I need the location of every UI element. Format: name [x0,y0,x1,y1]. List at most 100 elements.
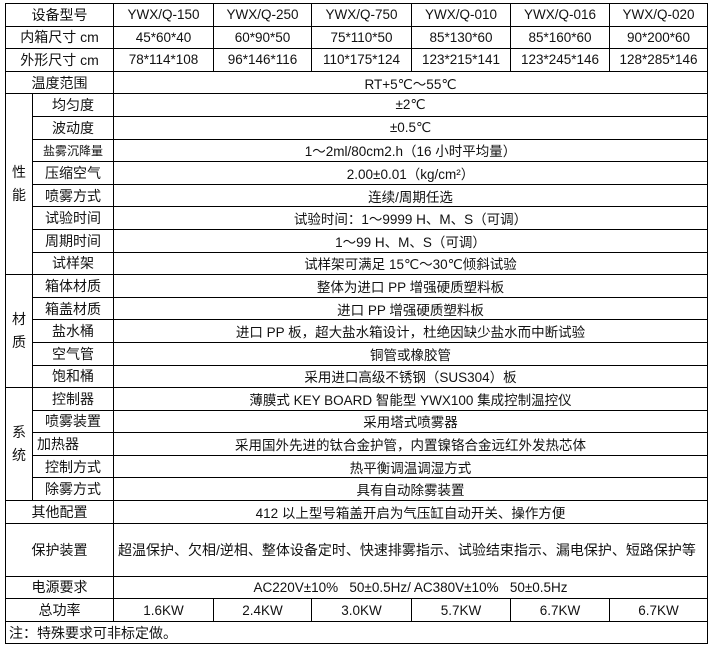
temperature-range-row: 温度范围 RT+5℃～55℃ [5,70,708,95]
model-cell: YWX/Q-010 [411,3,511,27]
outer-size-cell: 110*175*124 [311,48,412,72]
spec-value: 热平衡调温调湿方式 [113,454,708,479]
spec-row: 喷雾方式 连续/周期任选 [6,183,708,208]
temperature-range-label: 温度范围 [5,70,114,95]
spec-label: 控制器 [32,387,114,411]
spec-value: ±2℃ [113,93,708,117]
spec-row: 加热器 采用国外先进的钛合金护管，内置镍铬合金远红外发热芯体 [6,432,708,456]
material-group-label: 材质 [5,274,33,389]
spec-value: 具有自动除雾装置 [113,477,708,502]
spec-label: 周期时间 [32,228,114,253]
system-group-label: 系统 [5,387,33,502]
inner-size-cell: 85*130*60 [411,25,511,50]
model-row: 设备型号 YWX/Q-150 YWX/Q-250 YWX/Q-750 YWX/Q… [5,3,708,27]
spec-row: 控制方式 热平衡调温调湿方式 [6,454,708,479]
spec-value: 进口 PP 板，超大盐水箱设计，杜绝因缺少盐水而中断试验 [113,319,708,343]
spec-value: 2.00±0.01（kg/cm²） [113,161,708,185]
protection-value: 超温保护、欠相/逆相、整体设备定时、快速排雾指示、试验结束指示、漏电保护、短路保… [113,522,708,577]
spec-label: 波动度 [32,115,114,140]
spec-label: 压缩空气 [32,161,114,185]
note-row: 注：特殊要求可非标定做。 [5,620,708,645]
spec-value: 薄膜式 KEY BOARD 智能型 YWX100 集成控制温控仪 [113,387,708,411]
outer-size-cell: 123*215*141 [411,48,511,72]
spec-label: 试样架 [32,251,114,276]
total-power-cell: 6.7KW [609,598,708,622]
spec-label: 箱体材质 [32,274,114,298]
total-power-cell: 2.4KW [213,598,312,622]
spec-row: 盐雾沉降量 1～2ml/80cm2.h（16 小时平均量） [6,138,708,163]
model-cell: YWX/Q-750 [311,3,412,27]
spec-value: 1～2ml/80cm2.h（16 小时平均量） [113,138,708,163]
spec-row: 系统 控制器 薄膜式 KEY BOARD 智能型 YWX100 集成控制温控仪 [5,387,708,502]
spec-row: 性能 均匀度 ±2℃ [5,93,708,276]
spec-label: 均匀度 [32,93,114,117]
spec-label: 除雾方式 [32,477,114,502]
spec-row: 周期时间 1～99 H、M、S（可调） [6,228,708,253]
model-cell: YWX/Q-020 [609,3,708,27]
temperature-range-value: RT+5℃～55℃ [113,70,708,95]
spec-value: 整体为进口 PP 增强硬质塑料板 [113,274,708,298]
spec-label: 加热器 [32,432,114,456]
power-supply-value: AC220V±10% 50±0.5Hz/ AC380V±10% 50±0.5Hz [113,575,708,600]
inner-size-cell: 75*110*50 [311,25,412,50]
spec-row: 试验时间 试验时间：1～9999 H、M、S（可调） [6,206,708,230]
total-power-cell: 6.7KW [510,598,610,622]
total-power-cell: 3.0KW [311,598,412,622]
spec-row: 波动度 ±0.5℃ [6,115,708,140]
spec-row: 箱盖材质 进口 PP 增强硬质塑料板 [6,296,708,321]
spec-row: 盐水桶 进口 PP 板，超大盐水箱设计，杜绝因缺少盐水而中断试验 [6,319,708,343]
model-cell: YWX/Q-150 [113,3,214,27]
inner-size-label: 内箱尺寸 cm [5,25,114,50]
inner-size-row: 内箱尺寸 cm 45*60*40 60*90*50 75*110*50 85*1… [5,25,708,50]
outer-size-cell: 123*245*146 [510,48,610,72]
note: 注：特殊要求可非标定做。 [5,620,708,645]
protection-label: 保护装置 [5,522,114,577]
spec-value: 铜管或橡胶管 [113,341,708,366]
total-power-row: 总功率 1.6KW 2.4KW 3.0KW 5.7KW 6.7KW 6.7KW [5,598,708,622]
model-cell: YWX/Q-016 [510,3,610,27]
spec-value: 试样架可满足 15℃～30℃倾斜试验 [113,251,708,276]
spec-label: 喷雾方式 [32,183,114,208]
spec-value: 采用国外先进的钛合金护管，内置镍铬合金远红外发热芯体 [113,432,708,456]
spec-value: 进口 PP 增强硬质塑料板 [113,296,708,321]
outer-size-cell: 78*114*108 [113,48,214,72]
protection-row: 保护装置 超温保护、欠相/逆相、整体设备定时、快速排雾指示、试验结束指示、漏电保… [5,522,708,577]
other-config-row: 其他配置 412 以上型号箱盖开启为气压缸自动开关、操作方便 [5,500,708,524]
outer-size-cell: 96*146*116 [213,48,312,72]
inner-size-cell: 90*200*60 [609,25,708,50]
performance-group-label: 性能 [5,93,33,276]
power-supply-row: 电源要求 AC220V±10% 50±0.5Hz/ AC380V±10% 50±… [5,575,708,600]
spec-row: 喷雾装置 采用塔式喷雾器 [6,409,708,434]
total-power-label: 总功率 [5,598,114,622]
spec-label: 盐雾沉降量 [32,138,114,163]
spec-value: 试验时间：1～9999 H、M、S（可调） [113,206,708,230]
spec-value: 连续/周期任选 [113,183,708,208]
spec-row: 除雾方式 具有自动除雾装置 [6,477,708,502]
power-supply-label: 电源要求 [5,575,114,600]
spec-label: 箱盖材质 [32,296,114,321]
inner-size-cell: 45*60*40 [113,25,214,50]
spec-row: 空气管 铜管或橡胶管 [6,341,708,366]
spec-value: 1～99 H、M、S（可调） [113,228,708,253]
inner-size-cell: 60*90*50 [213,25,312,50]
other-config-value: 412 以上型号箱盖开启为气压缸自动开关、操作方便 [113,500,708,524]
other-config-label: 其他配置 [5,500,114,524]
model-cell: YWX/Q-250 [213,3,312,27]
spec-label: 喷雾装置 [32,409,114,434]
outer-size-label: 外形尺寸 cm [5,48,114,72]
outer-size-cell: 128*285*146 [609,48,708,72]
spec-label: 空气管 [32,341,114,366]
model-label: 设备型号 [5,3,114,27]
spec-value: 采用塔式喷雾器 [113,409,708,434]
spec-row: 饱和桶 采用进口高级不锈钢（SUS304）板 [6,364,708,389]
spec-label: 控制方式 [32,454,114,479]
spec-label: 盐水桶 [32,319,114,343]
spec-table: 设备型号 YWX/Q-150 YWX/Q-250 YWX/Q-750 YWX/Q… [5,3,708,645]
total-power-cell: 1.6KW [113,598,214,622]
outer-size-row: 外形尺寸 cm 78*114*108 96*146*116 110*175*12… [5,48,708,72]
inner-size-cell: 85*160*60 [510,25,610,50]
spec-row: 压缩空气 2.00±0.01（kg/cm²） [6,161,708,185]
spec-row: 材质 箱体材质 整体为进口 PP 增强硬质塑料板 [5,274,708,389]
total-power-cell: 5.7KW [411,598,511,622]
spec-value: ±0.5℃ [113,115,708,140]
